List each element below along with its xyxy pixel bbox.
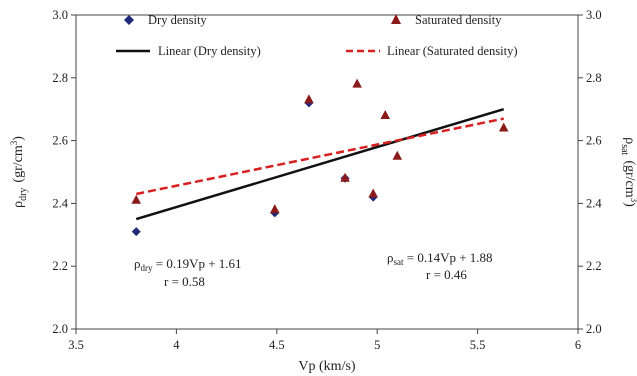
x-tick-label: 6: [575, 338, 581, 352]
data-points: [131, 78, 509, 237]
y-tick-label-left: 2.8: [52, 71, 68, 85]
equation-dry: ρdry = 0.19Vp + 1.61: [134, 256, 242, 273]
equation-dry-sub: dry: [141, 263, 153, 273]
equation-dry-r: r = 0.58: [164, 274, 205, 289]
x-tick-label: 4: [173, 338, 180, 352]
legend-dry-marker-icon: [124, 15, 134, 25]
y-left-rho: ρ: [11, 201, 26, 208]
y-tick-label-right: 2.8: [586, 71, 602, 85]
saturated-density-point: [392, 150, 403, 160]
equation-dry-rho: ρ: [134, 256, 141, 271]
trendline-saturated: [135, 117, 504, 196]
y-right-unit-close: ): [622, 202, 637, 207]
legend-sat-marker-icon: [391, 14, 401, 24]
saturated-density-point: [131, 194, 142, 204]
y-left-unit-close: ): [11, 136, 26, 141]
y-tick-label-right: 2.6: [586, 134, 602, 148]
y-axis-label-right: ρsat (gr/cm3): [619, 137, 637, 207]
y-tick-label-left: 3.0: [52, 8, 68, 22]
saturated-density-point: [498, 122, 509, 132]
x-tick-label: 5: [374, 338, 380, 352]
saturated-density-point: [340, 172, 350, 182]
y-tick-label-left: 2.0: [52, 322, 68, 336]
equation-sat-formula: = 0.14Vp + 1.88: [404, 250, 493, 265]
x-axis-label: Vp (km/s): [298, 359, 356, 374]
legend-sat-label: Saturated density: [415, 13, 502, 27]
saturated-density-point: [380, 109, 391, 119]
equation-dry-formula: = 0.19Vp + 1.61: [153, 256, 242, 271]
legend-sat-trend-label: Linear (Saturated density): [387, 44, 518, 58]
saturated-density-point: [368, 188, 378, 198]
y-right-sub: sat: [619, 144, 630, 155]
plot-area: [75, 14, 579, 330]
legend-dry-label: Dry density: [148, 13, 207, 27]
trendlines: [135, 108, 505, 221]
equation-sat-r: r = 0.46: [426, 267, 467, 282]
trendline-dry: [135, 108, 505, 221]
axes-ticks: 3.5 4 4.5 5 5.5 6 2.0 2.0 2.2 2.2 2.4 2.4 2.6 2.6 2.8 2…: [52, 8, 602, 352]
y-axis-label-left: ρdry (gr/cm3): [9, 136, 29, 208]
y-left-unit: (gr/cm: [11, 145, 26, 182]
y-tick-label-right: 2.0: [586, 322, 602, 336]
y-tick-label-left: 2.6: [52, 134, 68, 148]
x-tick-label: 4.5: [269, 338, 285, 352]
equation-sat-rho: ρ: [387, 250, 394, 265]
y-tick-label-right: 2.4: [586, 196, 602, 210]
y-left-unit-sup: 3: [9, 140, 19, 145]
y-tick-label-right: 3.0: [586, 8, 602, 22]
saturated-density-point: [304, 94, 314, 104]
y-left-sub: dry: [18, 188, 29, 201]
legend-dry-trend-label: Linear (Dry density): [158, 44, 261, 58]
y-tick-label-right: 2.2: [586, 259, 602, 273]
y-right-unit-sup: 3: [629, 198, 637, 203]
legend: Dry density Saturated density Linear (Dr…: [116, 13, 518, 58]
saturated-density-point: [352, 78, 362, 88]
y-right-unit: (gr/cm: [622, 160, 637, 197]
y-right-rho: ρ: [622, 137, 637, 144]
y-tick-label-left: 2.2: [52, 259, 68, 273]
y-tick-label-left: 2.4: [52, 196, 68, 210]
equation-sat-sub: sat: [394, 257, 404, 267]
x-tick-label: 5.5: [470, 338, 486, 352]
equation-sat: ρsat = 0.14Vp + 1.88: [387, 250, 493, 267]
saturated-density-point: [269, 204, 280, 214]
dry-density-point: [131, 227, 141, 237]
x-tick-label: 3.5: [68, 338, 84, 352]
